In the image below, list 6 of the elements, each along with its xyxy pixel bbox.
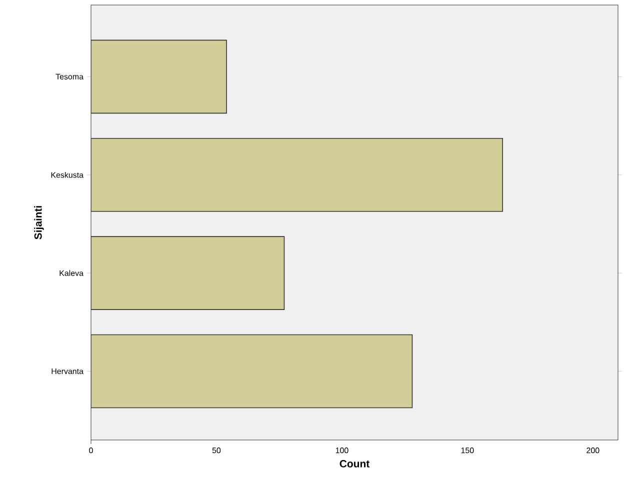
bar <box>91 334 413 408</box>
y-axis-title: Sijainti <box>34 206 44 240</box>
bar <box>91 40 227 114</box>
bar <box>91 236 285 310</box>
bar <box>91 138 503 212</box>
x-axis-title: Count <box>340 460 370 468</box>
